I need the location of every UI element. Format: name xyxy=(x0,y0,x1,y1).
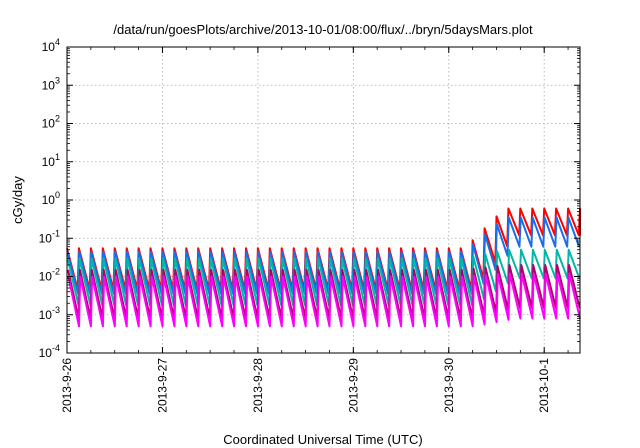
series-line-2 xyxy=(66,216,581,295)
y-tick-label: 10-1 xyxy=(39,228,60,245)
x-tick-label: 2013-9-30 xyxy=(442,358,456,413)
y-tick-label: 101 xyxy=(42,152,60,169)
y-tick-label: 10-4 xyxy=(39,343,60,360)
y-tick-label: 102 xyxy=(42,114,60,131)
x-tick-label: 2013-9-26 xyxy=(60,358,74,413)
series-line-3 xyxy=(66,248,581,306)
axis-ticks xyxy=(66,46,580,354)
series-line-5 xyxy=(67,272,581,328)
y-tick-label: 100 xyxy=(42,190,60,207)
y-tick-label: 10-2 xyxy=(39,267,60,284)
y-tick-label: 103 xyxy=(42,75,60,92)
chart-title: /data/run/goesPlots/archive/2013-10-01/0… xyxy=(113,22,533,37)
x-tick-label: 2013-10-1 xyxy=(537,358,551,413)
y-tick-label: 104 xyxy=(42,37,60,54)
y-axis-label: cGy/day xyxy=(10,176,25,224)
series-lines xyxy=(66,207,581,328)
grid xyxy=(66,47,580,353)
x-tick-label: 2013-9-27 xyxy=(155,358,169,413)
x-axis-label: Coordinated Universal Time (UTC) xyxy=(223,432,422,447)
x-tick-labels: 2013-9-26 2013-9-27 2013-9-28 2013-9-29 2013… xyxy=(60,358,551,413)
y-tick-label: 10-3 xyxy=(39,305,60,322)
x-tick-label: 2013-9-29 xyxy=(346,358,360,413)
y-tick-labels: 10-4 10-3 10-2 10-1 100 101 102 103 104 xyxy=(39,37,60,360)
x-tick-label: 2013-9-28 xyxy=(251,358,265,413)
series-line-4 xyxy=(67,264,581,320)
